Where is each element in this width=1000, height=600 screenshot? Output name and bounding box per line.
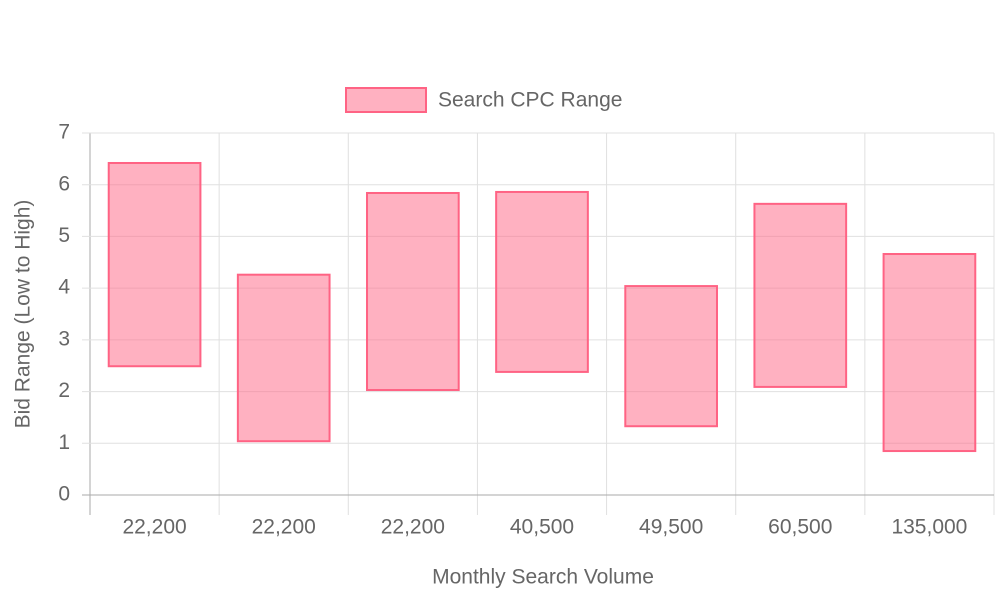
legend-label: Search CPC Range xyxy=(438,89,622,112)
x-axis-title: Monthly Search Volume xyxy=(432,566,654,589)
bar xyxy=(366,191,460,392)
bar xyxy=(624,285,718,428)
y-tick-label: 2 xyxy=(58,379,70,402)
y-tick-label: 3 xyxy=(58,327,70,350)
y-tick-label: 6 xyxy=(58,172,70,195)
bar xyxy=(236,273,331,443)
y-tick-label: 0 xyxy=(58,483,70,506)
y-tick-label: 4 xyxy=(58,276,70,299)
bar xyxy=(107,161,202,368)
x-tick-label: 49,500 xyxy=(639,516,703,539)
x-tick-label: 60,500 xyxy=(768,516,832,539)
bar xyxy=(882,253,977,453)
x-tick-label: 135,000 xyxy=(891,516,967,539)
x-tick-label: 22,200 xyxy=(252,516,316,539)
y-axis-title: Bid Range (Low to High) xyxy=(12,200,35,429)
y-tick-label: 7 xyxy=(58,121,70,144)
x-tick-label: 22,200 xyxy=(381,516,445,539)
y-tick-label: 1 xyxy=(58,431,70,454)
x-tick-label: 22,200 xyxy=(122,516,186,539)
bar xyxy=(753,202,848,388)
y-tick-label: 5 xyxy=(58,224,70,247)
x-tick-label: 40,500 xyxy=(510,516,574,539)
bar xyxy=(495,190,589,373)
legend-swatch xyxy=(345,87,427,113)
